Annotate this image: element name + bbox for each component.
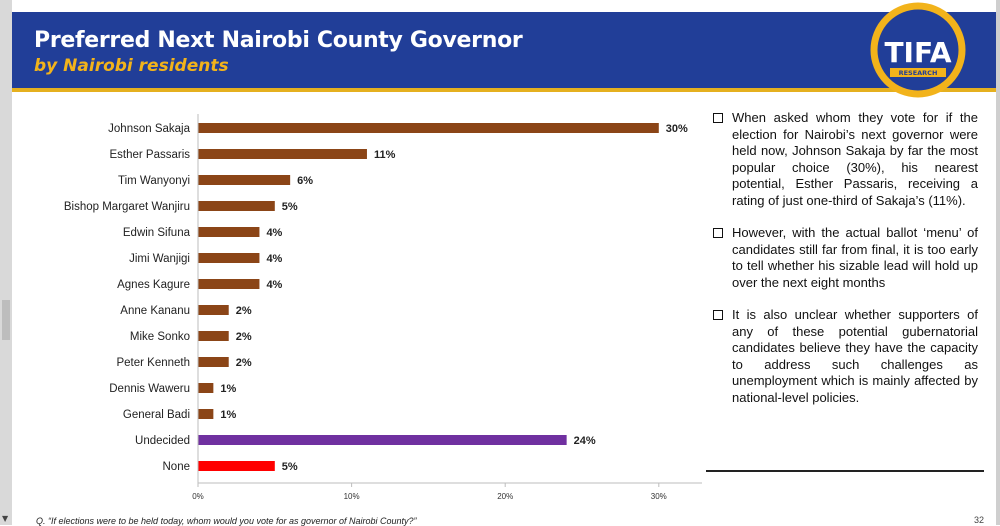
bar (198, 253, 260, 263)
category-label: Peter Kenneth (116, 357, 190, 369)
checkbox-bullet-icon (713, 310, 723, 320)
value-label: 1% (220, 409, 236, 421)
value-label: 6% (297, 175, 313, 187)
scroll-grip[interactable] (2, 300, 10, 340)
value-label: 2% (236, 357, 252, 369)
bar (198, 279, 260, 289)
bar (198, 149, 367, 159)
category-label: None (163, 461, 191, 473)
bullet-text: However, with the actual ballot ‘menu’ o… (732, 225, 978, 290)
category-label: Tim Wanyonyi (118, 175, 190, 187)
slide-title: Preferred Next Nairobi County Governor (34, 28, 523, 53)
value-label: 2% (236, 305, 252, 317)
value-label: 4% (266, 279, 282, 291)
category-label: Anne Kananu (120, 305, 190, 317)
bullet-item: It is also unclear whether supporters of… (712, 307, 978, 406)
right-edge-strip (996, 0, 1000, 525)
category-label: Edwin Sifuna (123, 227, 191, 239)
value-label: 1% (220, 383, 236, 395)
value-label: 2% (236, 331, 252, 343)
category-label: Undecided (135, 435, 190, 447)
question-footnote: Q. “If elections were to be held today, … (36, 516, 417, 526)
left-scroll-strip (0, 0, 12, 525)
value-label: 4% (266, 253, 282, 265)
value-label: 11% (374, 149, 396, 161)
value-label: 4% (266, 227, 282, 239)
bar (198, 201, 275, 211)
bar (198, 383, 214, 393)
bar (198, 227, 260, 237)
bar (198, 123, 659, 133)
x-tick-label: 0% (192, 492, 204, 501)
corner-arrow-icon: ▼ (2, 514, 9, 523)
page-number: 32 (974, 515, 985, 525)
logo-text: TIFA (884, 36, 951, 69)
category-label: Agnes Kagure (117, 279, 190, 291)
bar (198, 175, 291, 185)
bullets-divider (706, 470, 984, 472)
checkbox-bullet-icon (713, 228, 723, 238)
value-label: 24% (574, 435, 596, 447)
bullet-item: However, with the actual ballot ‘menu’ o… (712, 225, 978, 291)
tifa-logo: TIFA RESEARCH (870, 2, 966, 98)
category-label: Mike Sonko (130, 331, 190, 343)
value-label: 5% (282, 201, 298, 213)
category-label: Bishop Margaret Wanjiru (64, 201, 190, 213)
category-label: Esther Passaris (109, 149, 190, 161)
x-tick-label: 20% (497, 492, 513, 501)
category-label: Jimi Wanjigi (129, 253, 190, 265)
logo-band-icon (890, 68, 946, 77)
logo-subtext: RESEARCH (899, 69, 938, 77)
bullet-list: When asked whom they vote for if the ele… (712, 110, 978, 422)
bar (198, 435, 567, 445)
bullet-text: When asked whom they vote for if the ele… (732, 110, 978, 208)
bar (198, 461, 275, 471)
slide-header: Preferred Next Nairobi County Governor b… (12, 12, 996, 92)
value-label: 30% (666, 123, 688, 135)
bar (198, 357, 229, 367)
slide-subtitle: by Nairobi residents (34, 56, 229, 76)
category-label: General Badi (123, 409, 190, 421)
value-label: 5% (282, 461, 298, 473)
checkbox-bullet-icon (713, 113, 723, 123)
category-label: Johnson Sakaja (108, 123, 190, 135)
x-tick-label: 10% (344, 492, 360, 501)
bullet-item: When asked whom they vote for if the ele… (712, 110, 978, 209)
bullet-text: It is also unclear whether supporters of… (732, 307, 978, 405)
bar (198, 331, 229, 341)
category-label: Dennis Waweru (109, 383, 190, 395)
x-tick-label: 30% (651, 492, 667, 501)
slide-top-margin (12, 0, 996, 12)
bar (198, 305, 229, 315)
bar-chart: Johnson Sakaja 30% Esther Passaris 11% Tim W… (64, 114, 702, 501)
bar (198, 409, 214, 419)
